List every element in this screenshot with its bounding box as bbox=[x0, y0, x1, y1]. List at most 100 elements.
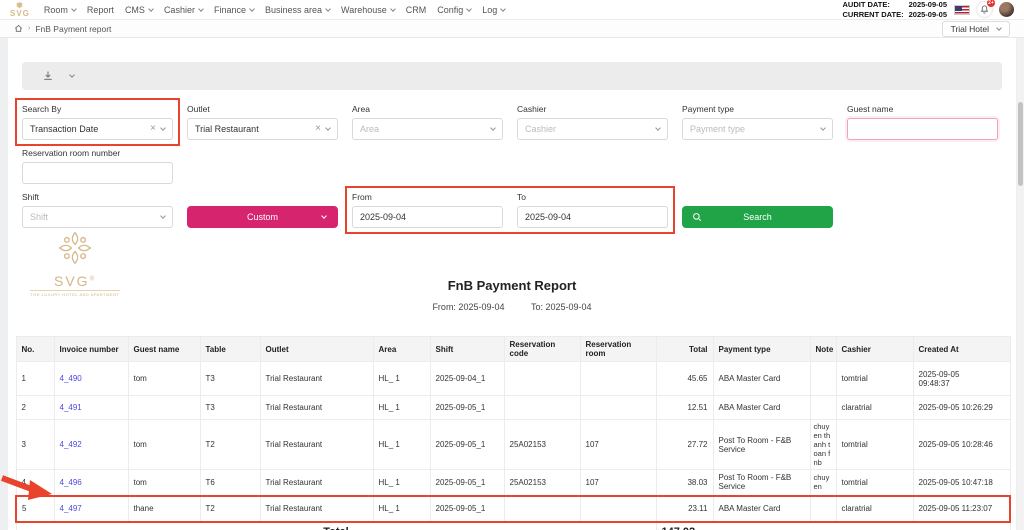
chevron-down-icon bbox=[466, 5, 473, 12]
footer-total-label: Total bbox=[15, 521, 657, 530]
menu-room[interactable]: Room bbox=[44, 5, 77, 15]
cell-guest: thane bbox=[127, 494, 201, 523]
export-toolbar bbox=[22, 62, 1002, 90]
to-date-input[interactable] bbox=[517, 206, 668, 228]
cell-created-at: 2025-09-05 09:48:37 bbox=[912, 361, 1011, 396]
cell-no: 2 bbox=[15, 395, 55, 420]
from-date-input[interactable] bbox=[352, 206, 503, 228]
invoice-link[interactable]: 4_496 bbox=[53, 469, 129, 496]
invoice-link[interactable]: 4_490 bbox=[53, 361, 129, 396]
custom-range-button[interactable]: Custom bbox=[187, 206, 338, 228]
invoice-link[interactable]: 4_497 bbox=[53, 494, 129, 523]
cell-created-at: 2025-09-05 10:26:29 bbox=[912, 395, 1011, 420]
chevron-down-icon bbox=[820, 125, 826, 131]
cell-cashier: claratrial bbox=[835, 395, 914, 420]
menu-report[interactable]: Report bbox=[86, 4, 114, 15]
payment-report-table: No. Invoice number Guest name Table Outl… bbox=[15, 336, 1011, 530]
cell-created-at: 2025-09-05 10:28:46 bbox=[912, 419, 1011, 470]
download-options-button[interactable] bbox=[69, 72, 75, 78]
col-guest: Guest name bbox=[127, 336, 201, 362]
notification-bell-button[interactable]: 2+ bbox=[977, 0, 995, 17]
cell-outlet: Trial Restaurant bbox=[259, 395, 374, 420]
user-avatar[interactable] bbox=[999, 2, 1014, 17]
area-field: Area Area bbox=[352, 104, 503, 140]
table-row: 3 4_492 tom T2 Trial Restaurant HL_ 1 20… bbox=[15, 419, 1011, 470]
home-icon[interactable] bbox=[14, 24, 23, 33]
logo-ornament-icon bbox=[58, 231, 92, 265]
cell-note: chuyen thanh toan fnb bbox=[809, 419, 837, 470]
breadcrumb-page: FnB Payment report bbox=[35, 23, 112, 34]
cashier-label: Cashier bbox=[517, 104, 547, 114]
search-button[interactable]: Search bbox=[682, 206, 833, 228]
notification-badge: 2+ bbox=[987, 0, 995, 7]
filter-panel: Search By Transaction Date × Outlet Tria… bbox=[15, 98, 1002, 234]
logo-tagline: THE LUXURY HOTEL AND APARTMENT bbox=[30, 290, 120, 297]
cell-total: 38.03 bbox=[655, 469, 714, 496]
cell-table: T2 bbox=[199, 419, 261, 470]
cashier-field: Cashier Cashier bbox=[517, 104, 668, 140]
guest-name-input[interactable] bbox=[847, 118, 998, 140]
report-header: FnB Payment Report From: 2025-09-04 To: … bbox=[8, 278, 1016, 312]
payment-type-select[interactable]: Payment type bbox=[682, 118, 833, 140]
cell-cashier: tomtrial bbox=[835, 419, 914, 470]
cell-shift: 2025-09-05_1 bbox=[429, 494, 505, 523]
cell-cashier: tomtrial bbox=[835, 361, 914, 396]
cell-note bbox=[809, 395, 837, 420]
outlet-select[interactable]: Trial Restaurant × bbox=[187, 118, 338, 140]
cell-area: HL_ 1 bbox=[372, 494, 431, 523]
col-reservation-room: Reservation room bbox=[579, 336, 657, 362]
main-menu: Room Report CMS Cashier Finance Business… bbox=[44, 4, 507, 15]
clear-icon[interactable]: × bbox=[150, 123, 156, 134]
menu-cms[interactable]: CMS bbox=[125, 5, 154, 15]
annotation-search-by-box: Search By Transaction Date × bbox=[15, 98, 180, 146]
invoice-link[interactable]: 4_491 bbox=[53, 395, 129, 420]
shift-select[interactable]: Shift bbox=[22, 206, 173, 228]
menu-warehouse[interactable]: Warehouse bbox=[341, 5, 396, 15]
breadcrumb: › FnB Payment report bbox=[14, 24, 111, 34]
menu-business-area[interactable]: Business area bbox=[265, 5, 331, 15]
menu-crm[interactable]: CRM bbox=[405, 4, 427, 15]
cashier-select[interactable]: Cashier bbox=[517, 118, 668, 140]
chevron-down-icon bbox=[198, 5, 204, 12]
cell-table: T6 bbox=[199, 469, 261, 496]
cell-payment-type: Post To Room - F&B Service bbox=[712, 469, 811, 496]
col-no: No. bbox=[15, 336, 55, 362]
report-from: From: 2025-09-04 bbox=[432, 302, 505, 312]
download-button[interactable] bbox=[42, 70, 54, 82]
chevron-down-icon bbox=[490, 125, 496, 131]
bell-icon bbox=[980, 5, 989, 14]
annotation-from-to-box: From To bbox=[345, 186, 675, 234]
cell-reservation-room: 107 bbox=[579, 469, 657, 496]
cell-outlet: Trial Restaurant bbox=[259, 494, 374, 523]
menu-log[interactable]: Log bbox=[482, 5, 507, 15]
scrollbar-thumb[interactable] bbox=[1018, 102, 1023, 186]
cell-shift: 2025-09-04_1 bbox=[429, 361, 505, 396]
cell-cashier: tomtrial bbox=[835, 469, 914, 496]
cell-table: T2 bbox=[199, 494, 261, 523]
search-by-select[interactable]: Transaction Date × bbox=[22, 118, 173, 140]
chevron-down-icon bbox=[655, 125, 661, 131]
col-created-at: Created At bbox=[912, 336, 1011, 362]
app-logo[interactable]: ✾ SVG bbox=[10, 1, 30, 18]
outlet-label: Outlet bbox=[187, 104, 210, 114]
menu-config[interactable]: Config bbox=[437, 5, 473, 15]
shift-field: Shift Shift bbox=[22, 192, 173, 228]
cell-note bbox=[809, 361, 837, 396]
cell-note bbox=[809, 494, 837, 523]
menu-finance[interactable]: Finance bbox=[214, 5, 255, 15]
cell-area: HL_ 1 bbox=[372, 395, 431, 420]
invoice-link[interactable]: 4_492 bbox=[53, 419, 129, 470]
cell-no: 1 bbox=[15, 361, 55, 396]
reservation-room-number-label: Reservation room number bbox=[22, 148, 121, 158]
vertical-scrollbar[interactable] bbox=[1017, 38, 1024, 530]
search-icon bbox=[693, 213, 702, 222]
hotel-selector[interactable]: Trial Hotel bbox=[941, 20, 1010, 37]
chevron-down-icon bbox=[325, 125, 331, 131]
cell-reservation-room: 107 bbox=[579, 419, 657, 470]
area-select[interactable]: Area bbox=[352, 118, 503, 140]
chevron-down-icon bbox=[389, 5, 396, 12]
clear-icon[interactable]: × bbox=[315, 123, 321, 134]
reservation-room-number-input[interactable] bbox=[22, 162, 173, 184]
us-flag-icon[interactable] bbox=[954, 4, 970, 15]
menu-cashier[interactable]: Cashier bbox=[164, 5, 204, 15]
